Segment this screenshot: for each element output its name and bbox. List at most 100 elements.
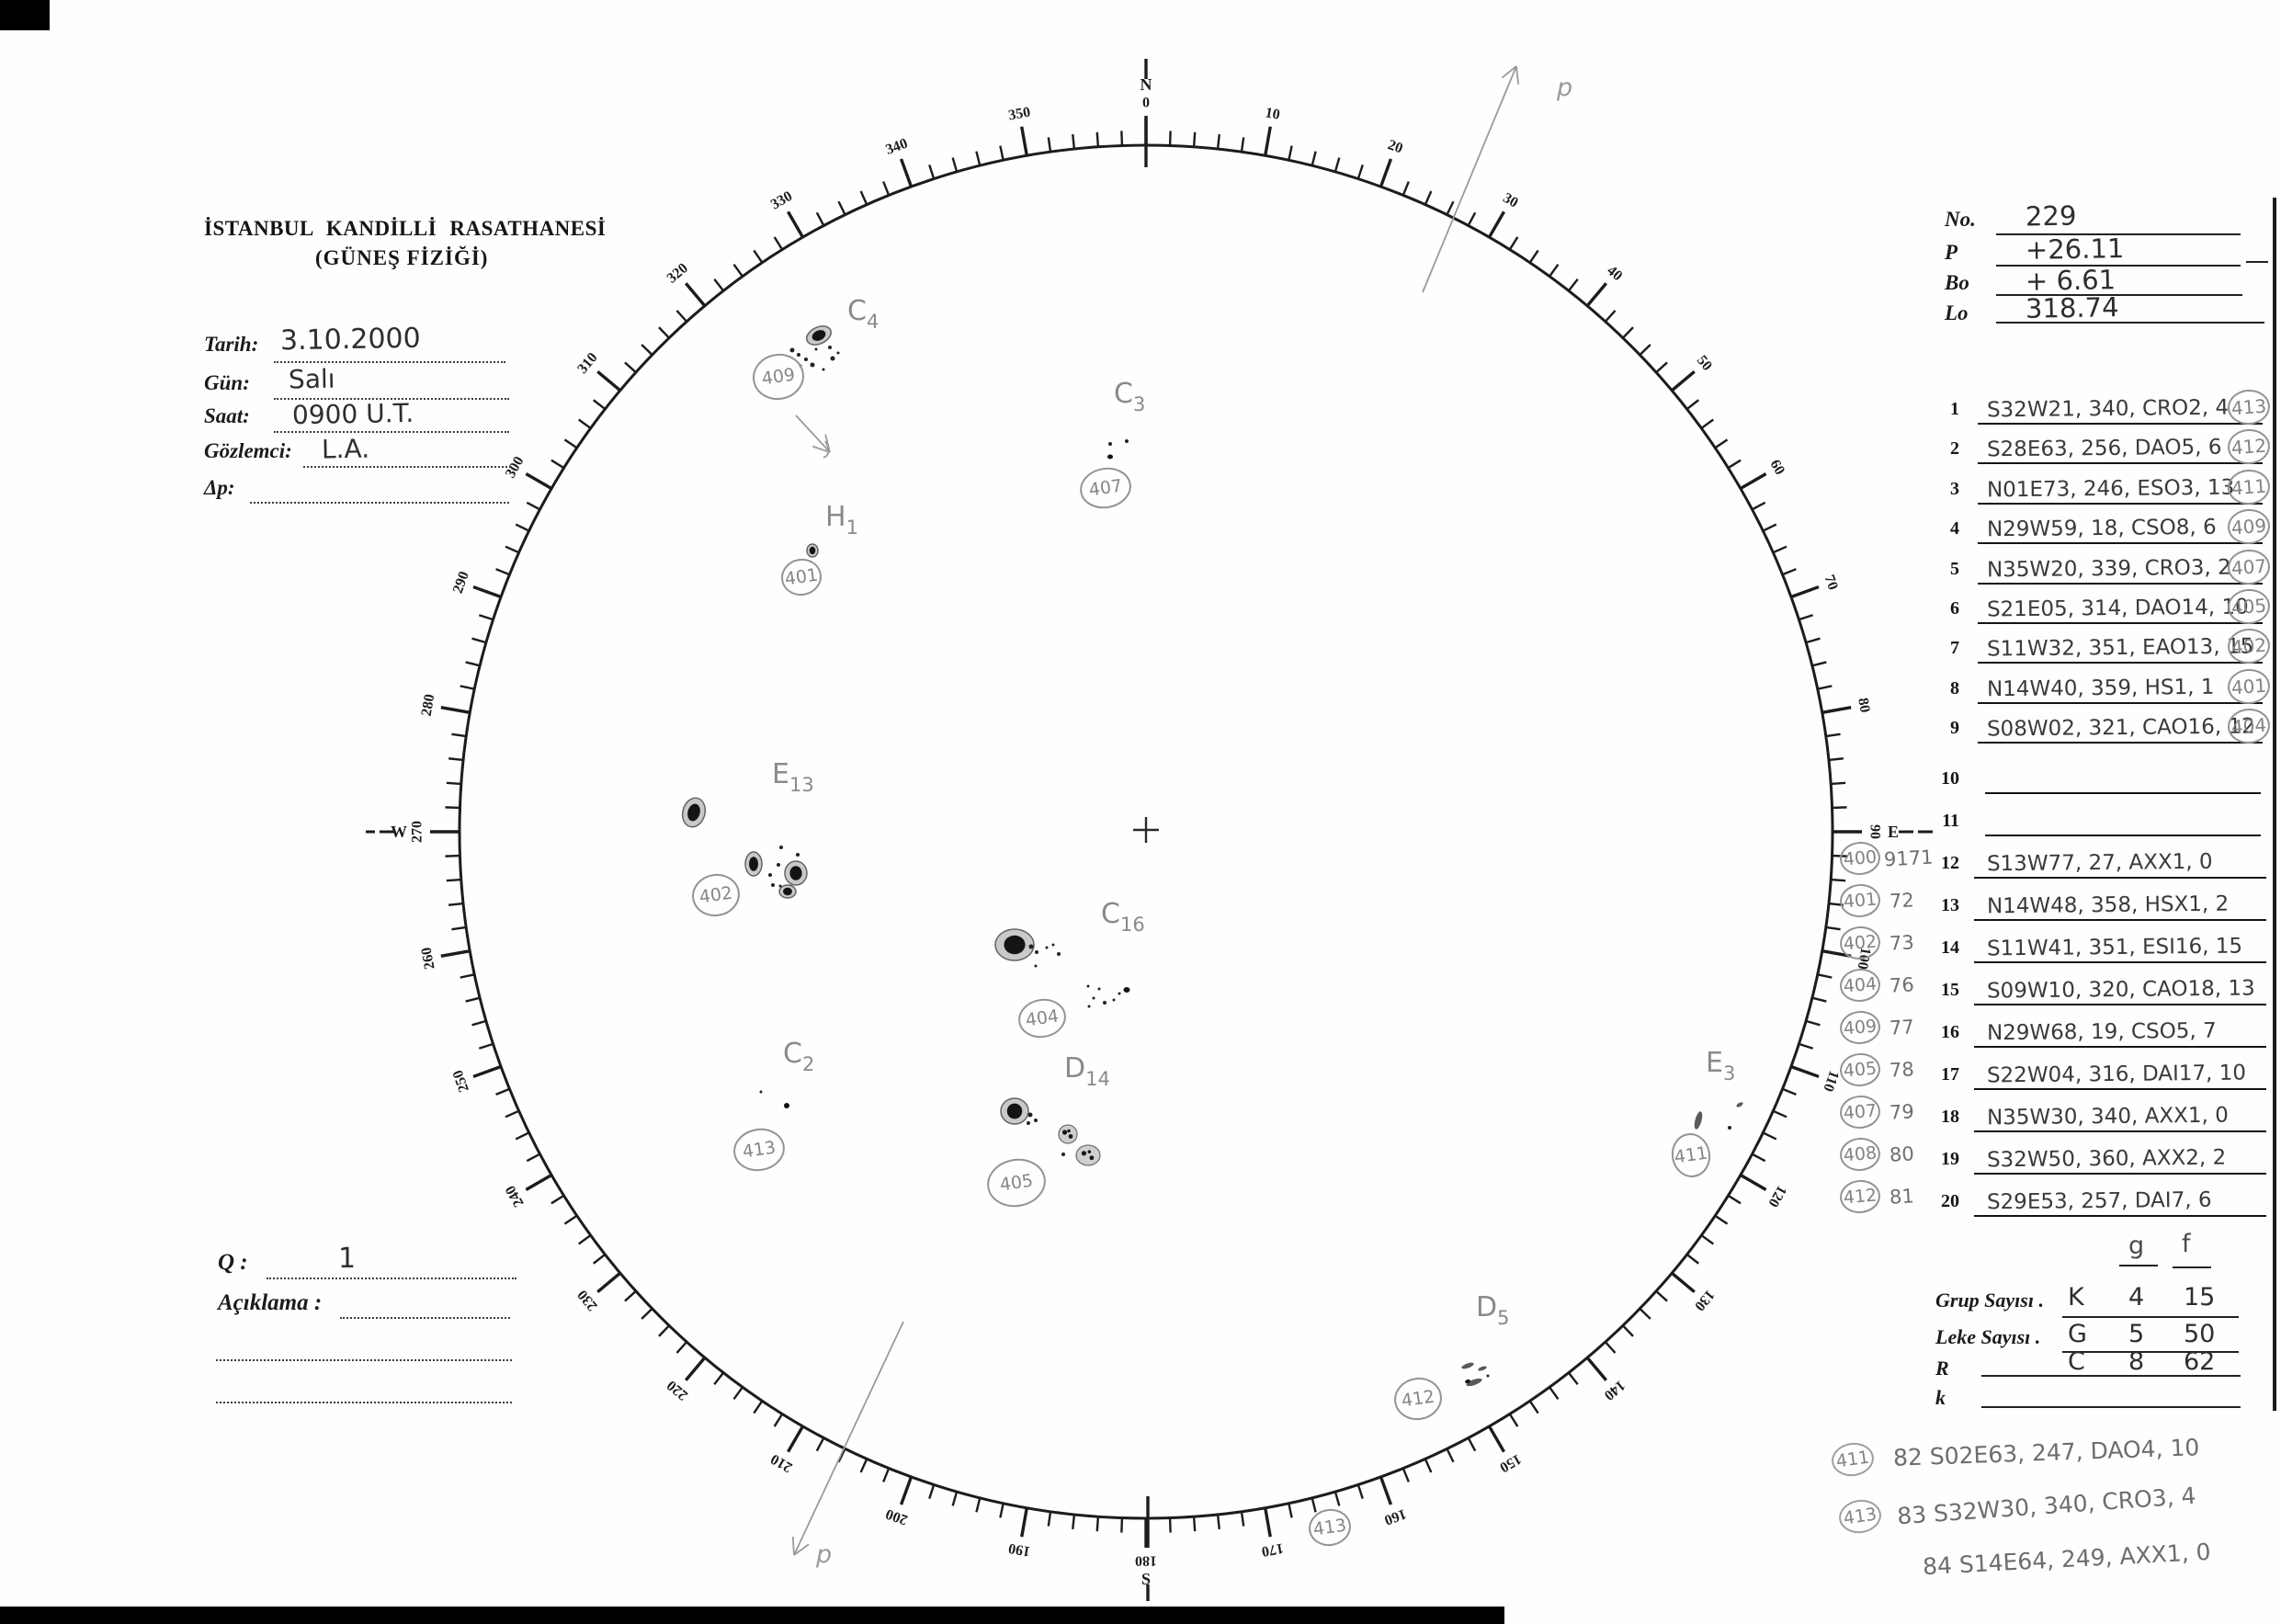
degree-label-270: 270: [410, 821, 426, 843]
tick-24: [1424, 190, 1433, 206]
degree-label-30: 30: [1500, 190, 1520, 211]
tick-164: [1333, 1491, 1341, 1506]
summary-g-0: 4: [2128, 1283, 2145, 1312]
list-num-7: 7: [1950, 638, 1959, 659]
sunspot-C16-13: [1123, 987, 1130, 993]
ephemeris-value-0: 229: [2025, 199, 2077, 233]
sunspot-C4-2: [797, 353, 800, 357]
sunspot-E13-7: [768, 873, 772, 877]
tick-144: [1549, 1386, 1560, 1400]
degree-label-160: 160: [1382, 1505, 1408, 1527]
summary-line-3: [1981, 1406, 2241, 1408]
sunspot-E13-4: [779, 846, 783, 849]
sunspot-C4-10: [836, 351, 840, 355]
sunspot-group-label-E33: E3: [1706, 1047, 1735, 1085]
degree-label-90: 90: [1867, 824, 1883, 839]
sunspot-C3-1: [1125, 439, 1129, 443]
group-number-text-402: 402: [698, 883, 734, 908]
list-text-13: N14W48, 358, HSX1, 2: [1986, 891, 2230, 919]
degree-label-10: 10: [1264, 105, 1281, 123]
ephemeris-line-2: [1996, 294, 2242, 296]
list-text-20: S29E53, 257, DAI7, 6: [1986, 1187, 2212, 1215]
tick-286: [471, 637, 487, 644]
tick-56: [1714, 438, 1729, 449]
sunspot-C2-0: [759, 1090, 763, 1094]
tick-74: [1805, 637, 1821, 644]
tick-62: [1751, 501, 1766, 511]
list-num-11: 11: [1942, 811, 1959, 831]
tick-206: [837, 1448, 846, 1463]
tick-160: [1379, 1476, 1393, 1505]
aciklama-line-1: [340, 1317, 510, 1319]
degree-label-150: 150: [1497, 1450, 1524, 1475]
tick-150: [1488, 1425, 1505, 1453]
tick-110: [1790, 1064, 1820, 1079]
summary-col-g: g: [2128, 1232, 2145, 1260]
tick-88: [1832, 806, 1847, 810]
list-text-6: S21E05, 314, DAO14, 10: [1986, 595, 2249, 622]
tick-154: [1446, 1448, 1455, 1463]
sunspot-D14-5-umbra: [1081, 1151, 1087, 1156]
tick-352: [1047, 137, 1052, 153]
degree-label-190: 190: [1007, 1539, 1032, 1559]
tick-42: [1604, 310, 1617, 323]
sunspot-E3-1: [1736, 1102, 1743, 1107]
list-text-15: S09W10, 320, CAO18, 13: [1986, 976, 2255, 1004]
list-line-10: [1985, 792, 2261, 794]
list-num-9: 9: [1950, 718, 1959, 739]
sunspot-D14-2: [1034, 1119, 1038, 1122]
summary-g-2: 8: [2128, 1347, 2145, 1376]
sunspot-C16-6: [1034, 964, 1038, 968]
list-line-4: [1978, 542, 2263, 545]
tick-278: [451, 733, 467, 738]
tick-66: [1772, 545, 1787, 554]
tick-294: [505, 545, 520, 554]
summary-label-1: Leke Sayısı .: [1935, 1325, 2041, 1348]
tick-208: [815, 1437, 825, 1452]
sunspot-group-label-C22: C2: [783, 1038, 814, 1075]
tick-334: [837, 200, 846, 216]
sunspot-C4-7: [828, 346, 832, 349]
tick-44: [1622, 326, 1634, 339]
tick-314: [641, 344, 653, 356]
summary-letter-0: K: [2068, 1283, 2084, 1312]
quality-line: [267, 1278, 516, 1279]
tick-356: [1095, 131, 1100, 147]
tick-248: [495, 1087, 510, 1096]
tick-80: [1821, 706, 1852, 714]
tick-202: [882, 1468, 891, 1482]
tick-8: [1240, 137, 1245, 153]
sunspot-E13-3-umbra: [783, 887, 792, 896]
direction-arrow-1: [1422, 65, 1517, 293]
tick-214: [753, 1400, 764, 1414]
list-line-8: [1978, 701, 2263, 704]
tick-50: [1671, 369, 1696, 392]
list-region-15: 76: [1889, 973, 1915, 997]
list-region-14: 73: [1889, 931, 1915, 955]
group-number-text-409: 409: [761, 365, 797, 390]
degree-label-250: 250: [450, 1068, 472, 1094]
tick-350: [1020, 126, 1028, 156]
degree-label-260: 260: [419, 946, 438, 971]
tick-132: [1655, 1289, 1668, 1302]
field-label-4: Δp:: [204, 476, 235, 499]
summary-f-2: 62: [2184, 1347, 2216, 1376]
aciklama-line-2: [216, 1359, 512, 1361]
tick-70: [1790, 585, 1820, 599]
tick-120: [1740, 1174, 1767, 1191]
group-number-circle-413: [733, 1128, 785, 1172]
tick-46: [1639, 344, 1651, 356]
sunspot-D5-4: [1486, 1374, 1490, 1378]
tick-86: [1831, 781, 1846, 786]
list-text-16: N29W68, 19, CSO5, 7: [1986, 1018, 2217, 1046]
tick-252: [478, 1042, 494, 1050]
tick-264: [448, 902, 464, 906]
sunspot-E13-0-umbra: [687, 803, 700, 822]
tick-298: [526, 501, 541, 511]
tick-348: [999, 145, 1004, 161]
tick-262: [451, 926, 467, 931]
list-line-9: [1978, 742, 2263, 744]
sunspot-C16-3: [1045, 946, 1049, 949]
tick-122: [1727, 1194, 1742, 1205]
list-line-3: [1978, 502, 2263, 505]
